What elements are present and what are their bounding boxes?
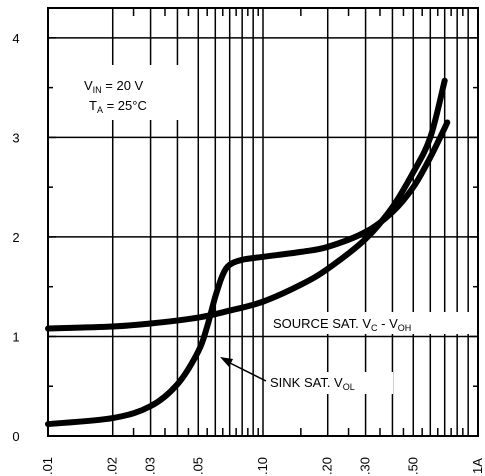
ta-annotation-part: T [89, 98, 97, 113]
y-tick-label: 1 [12, 329, 19, 344]
source-sat-line [45, 77, 448, 332]
sink-sat-label-part: OL [343, 382, 355, 392]
x-tick-labels: .01 .02 .03 .05 .10 .20 .30 .50 1A [40, 457, 485, 475]
ta-annotation: TA = 25°C [89, 98, 147, 115]
x-tick-label: .50 [405, 457, 420, 475]
vin-annotation-part: V [84, 78, 93, 93]
x-tick-label: .05 [190, 457, 205, 475]
x-tick-label: .02 [105, 457, 120, 475]
sink-sat-label: SINK SAT. VOL [270, 375, 355, 392]
vin-annotation-part: = 20 V [102, 78, 144, 93]
x-tick-label: .10 [255, 457, 270, 475]
y-tick-label: 0 [12, 429, 19, 444]
sink-sat-label-part: SINK SAT. V [270, 375, 343, 390]
ta-annotation-part: A [97, 105, 103, 115]
y-tick-label: 4 [12, 31, 19, 46]
sink-arrow-line [227, 361, 267, 382]
series-lines [45, 77, 451, 428]
source-sat-label-part: C [371, 323, 378, 333]
axis-ticks [48, 8, 478, 436]
sink-arrow-head [220, 357, 233, 367]
x-tick-label: .01 [40, 457, 55, 475]
source-label-bg [271, 312, 471, 334]
x-tick-label: .30 [358, 457, 373, 475]
source-sat-label-part: - V [378, 316, 399, 331]
y-tick-labels: 0 1 2 3 4 [12, 31, 19, 444]
y-tick-label: 2 [12, 230, 19, 245]
x-tick-label: .03 [143, 457, 158, 475]
vin-annotation: VIN = 20 V [84, 78, 144, 95]
ta-annotation-part: = 25°C [103, 98, 147, 113]
source-sat-label-part: SOURCE SAT. V [273, 316, 371, 331]
sink-sat-line [45, 119, 451, 428]
x-tick-label: 1A [470, 458, 485, 474]
x-tick-label: .20 [320, 457, 335, 475]
y-tick-label: 3 [12, 130, 19, 145]
sink-label-bg [268, 372, 393, 394]
source-sat-label: SOURCE SAT. VC - VOH [273, 316, 411, 333]
source-sat-label-part: OH [398, 323, 412, 333]
conditions-box [75, 65, 180, 120]
vin-annotation-part: IN [93, 85, 102, 95]
